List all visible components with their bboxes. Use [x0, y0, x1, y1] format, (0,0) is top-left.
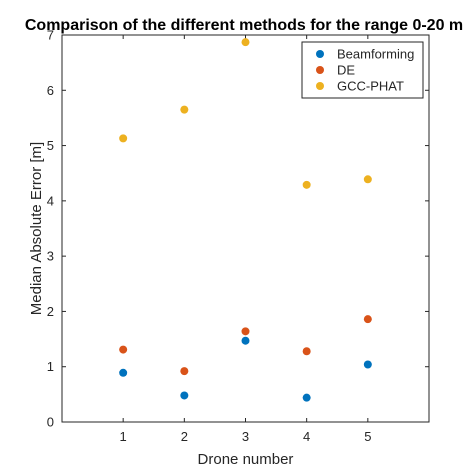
y-tick-label: 0 [47, 415, 54, 430]
legend-marker [316, 66, 324, 74]
y-tick-label: 3 [47, 249, 54, 264]
legend-marker [316, 50, 324, 58]
data-point [363, 315, 372, 324]
data-points [119, 38, 372, 402]
data-point [180, 367, 189, 376]
series-2 [119, 38, 372, 189]
legend-label: DE [337, 63, 355, 78]
data-point [241, 327, 250, 336]
x-tick-label: 2 [181, 429, 188, 444]
data-point [119, 368, 128, 377]
data-point [180, 105, 189, 114]
plot-area [61, 34, 430, 423]
data-point [302, 393, 311, 402]
series-1 [119, 315, 372, 376]
y-tick-label: 1 [47, 359, 54, 374]
data-point [119, 345, 128, 354]
x-tick-label: 1 [120, 429, 127, 444]
y-tick-label: 7 [47, 28, 54, 43]
chart-title: Comparison of the different methods for … [25, 17, 463, 34]
x-axis-label: Drone number [198, 451, 294, 468]
legend-label: Beamforming [337, 47, 414, 62]
legend-marker [316, 82, 324, 90]
data-point [180, 391, 189, 400]
y-tick-label: 2 [47, 304, 54, 319]
data-point [363, 175, 372, 184]
data-point [241, 38, 250, 47]
data-point [119, 134, 128, 143]
data-point [302, 347, 311, 356]
data-point [363, 360, 372, 369]
legend-label: GCC-PHAT [337, 79, 404, 94]
x-tick-label: 3 [242, 429, 249, 444]
x-axis: 1 2 3 4 5 [120, 35, 371, 444]
x-tick-label: 5 [364, 429, 371, 444]
x-tick-label: 4 [303, 429, 310, 444]
y-tick-label: 6 [47, 83, 54, 98]
data-point [302, 180, 311, 189]
data-point [241, 336, 250, 345]
y-axis-label: Median Absolute Error [m] [28, 142, 45, 315]
series-0 [119, 336, 372, 402]
y-tick-label: 4 [47, 193, 54, 208]
y-axis: 0 1 2 3 4 5 6 7 [47, 28, 429, 430]
y-tick-label: 5 [47, 138, 54, 153]
